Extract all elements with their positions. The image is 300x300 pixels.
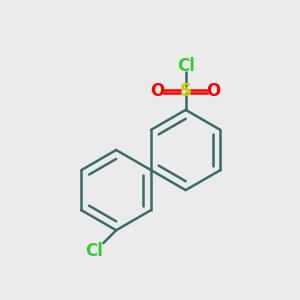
Text: O: O xyxy=(206,82,221,100)
Text: Cl: Cl xyxy=(177,57,195,75)
Text: Cl: Cl xyxy=(85,242,103,260)
Text: S: S xyxy=(180,82,192,100)
Text: O: O xyxy=(151,82,165,100)
